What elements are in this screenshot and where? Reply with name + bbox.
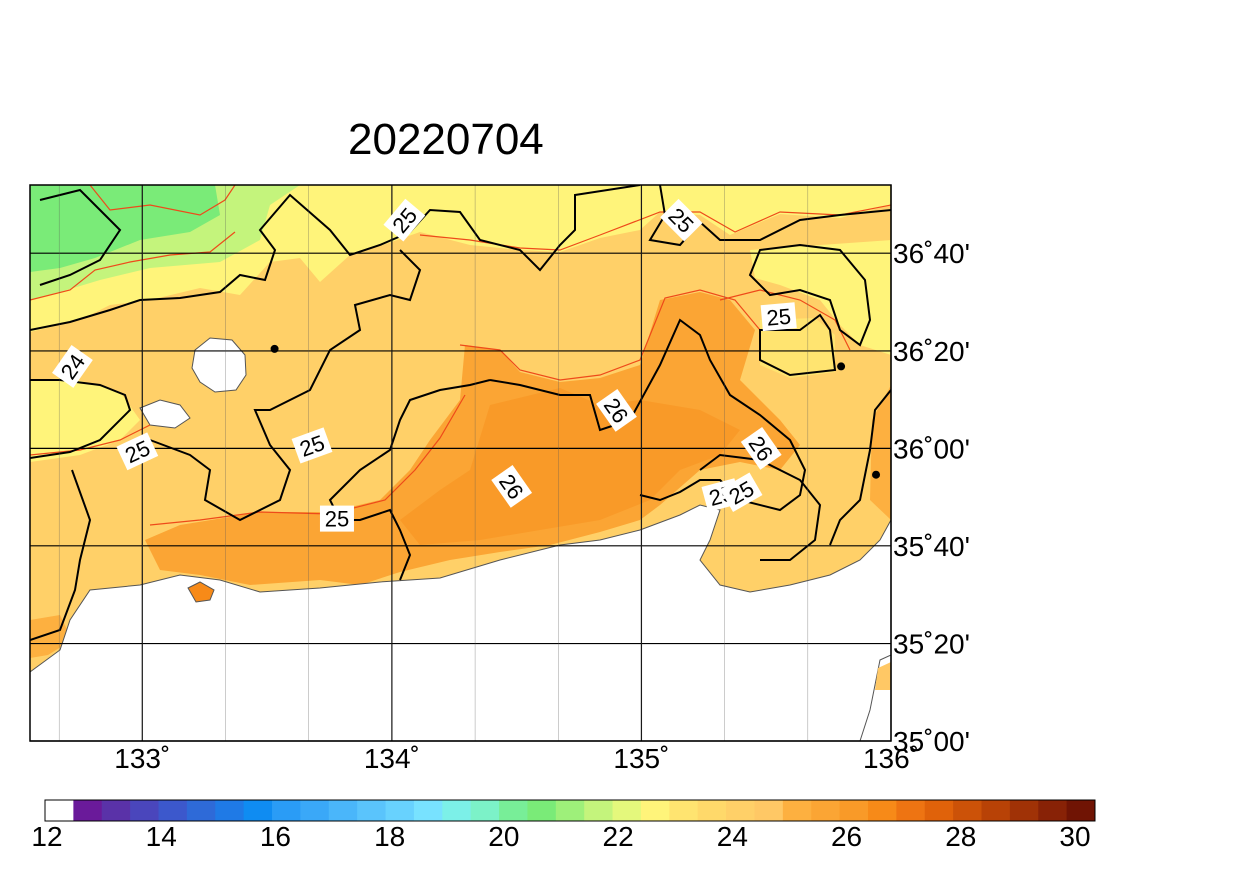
colorbar-segment	[640, 800, 670, 821]
field-region-24d	[760, 318, 835, 378]
colorbar-segment	[243, 800, 273, 821]
contour-label-box	[52, 345, 93, 388]
colorbar-segment	[726, 800, 755, 821]
lon-tick-label: 135˚	[613, 743, 669, 774]
colorbar-segment	[158, 800, 188, 821]
colorbar-tick-label: 22	[603, 821, 634, 852]
station-marker-1	[837, 362, 846, 371]
sea-area	[30, 504, 891, 741]
colorbar-segment	[953, 800, 982, 821]
colorbar-segment	[499, 800, 528, 821]
colorbar-tick-label: 24	[717, 821, 748, 852]
latitude-tick-labels: 35˚00' 35˚20' 35˚40' 36˚00' 36˚20' 36˚40'	[893, 238, 970, 757]
colorbar-segment	[669, 800, 699, 821]
lat-tick-label: 36˚00'	[893, 433, 970, 464]
contour-label-text: 25	[765, 304, 792, 331]
contour-label-box	[383, 198, 426, 242]
contour-label-2: 25	[760, 302, 797, 332]
colorbar-segment	[328, 800, 358, 821]
colorbar-tick-label: 28	[945, 821, 976, 852]
colorbar-tick-label: 14	[146, 821, 177, 852]
colorbar-segment	[470, 800, 500, 821]
colorbar-segment	[413, 800, 443, 821]
lon-tick-label: 133˚	[114, 743, 170, 774]
colorbar-segment	[867, 800, 897, 821]
field-region-26	[145, 292, 800, 585]
colorbar-segment	[101, 800, 131, 821]
field-region-21	[30, 185, 220, 272]
lon-tick-label: 134˚	[364, 743, 420, 774]
colorbar-segment	[924, 800, 954, 821]
contour-label-box	[116, 432, 159, 471]
colorbar-segment	[1009, 800, 1039, 821]
contour-label-box	[491, 465, 533, 508]
contour-label-box	[596, 388, 637, 432]
colorbar-tick-label: 16	[260, 821, 291, 852]
contour-label-text: 25	[325, 507, 349, 532]
colorbar-tick-label: 26	[831, 821, 862, 852]
colorbar-tick-label: 18	[374, 821, 405, 852]
colorbar-tick-label: 20	[488, 821, 519, 852]
colorbar-segment	[555, 800, 585, 821]
island-orange	[187, 581, 215, 603]
colorbar-segment	[981, 800, 1011, 821]
colorbar-segment	[896, 800, 926, 821]
colorbar-tick-label: 12	[31, 821, 62, 852]
colorbar-segment	[839, 800, 869, 821]
contour-label-11: 25	[319, 505, 354, 532]
contour-label-box	[660, 198, 703, 242]
station-marker-0	[270, 344, 279, 353]
colorbar-segment	[442, 800, 472, 821]
station-marker-2	[872, 470, 881, 479]
colorbar-segment	[612, 800, 642, 821]
colorbar-segment	[811, 800, 841, 821]
lon-tick-label: 136˚	[863, 743, 919, 774]
colorbar-segment	[782, 800, 812, 821]
colorbar-segment	[385, 800, 415, 821]
longitude-tick-labels: 133˚ 134˚ 135˚ 136˚	[114, 743, 919, 774]
field-region-26b	[400, 388, 740, 545]
lat-tick-label: 36˚40'	[893, 238, 970, 269]
field-region-26d	[870, 385, 891, 520]
contour-label-box	[291, 427, 333, 464]
colorbar-segment	[697, 800, 727, 821]
colorbar-segment	[45, 800, 74, 821]
colorbar-tick-labels: 12 14 16 18 20 22 24 26 28 30	[31, 821, 1090, 852]
colorbar-segment	[584, 800, 614, 821]
colorbar-segment	[300, 800, 330, 821]
contour-label-box	[319, 505, 354, 532]
colorbar-segment	[272, 800, 301, 821]
colorbar-segment	[527, 800, 557, 821]
colorbar-segment	[130, 800, 160, 821]
lat-tick-label: 35˚00'	[893, 726, 970, 757]
contour-label-box	[740, 426, 782, 470]
colorbar-segment	[357, 800, 387, 821]
contour-label-box	[760, 302, 797, 332]
map-title: 20220704	[348, 115, 544, 164]
colorbar-segment	[1038, 800, 1068, 821]
temperature-field	[30, 185, 891, 741]
contour-lines-major	[30, 185, 891, 641]
colorbar-tick-label: 30	[1059, 821, 1090, 852]
colorbar-frame	[44, 799, 1096, 822]
colorbar-segment	[754, 800, 784, 821]
colorbar-segment	[1066, 800, 1096, 821]
contour-label-box	[720, 472, 763, 513]
lat-tick-label: 35˚40'	[893, 531, 970, 562]
field-region-24b	[30, 378, 140, 462]
station-markers	[270, 344, 881, 479]
colorbar-segment	[215, 800, 245, 821]
colorbar-segment	[186, 800, 216, 821]
colorbar	[44, 799, 1096, 822]
east-orange-patch	[875, 662, 891, 690]
colorbar-segment	[73, 800, 103, 821]
map-frame	[29, 184, 892, 742]
lat-tick-label: 35˚20'	[893, 629, 970, 660]
lat-tick-label: 36˚20'	[893, 336, 970, 367]
